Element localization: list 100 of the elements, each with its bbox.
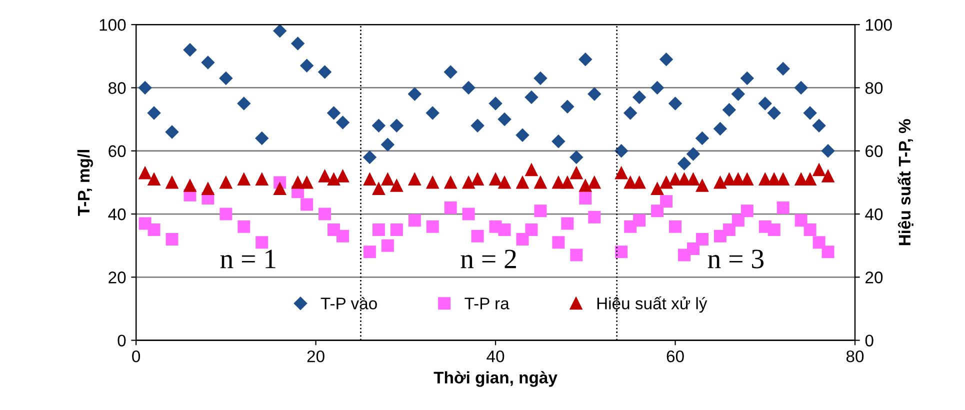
legend-label: T-P vào — [320, 296, 377, 310]
point — [578, 52, 592, 66]
point — [274, 182, 286, 196]
point — [372, 224, 385, 236]
point — [776, 201, 790, 214]
point — [588, 210, 601, 224]
point — [624, 106, 637, 120]
point — [381, 173, 394, 186]
point — [336, 116, 350, 130]
point — [462, 176, 475, 189]
point — [273, 24, 286, 38]
point — [336, 230, 350, 242]
point — [570, 150, 583, 164]
y2-tick-label: 20 — [866, 272, 883, 284]
point — [732, 87, 745, 101]
point — [426, 220, 439, 233]
point — [524, 90, 538, 104]
point — [561, 176, 574, 189]
point — [166, 176, 178, 189]
x-tick-label: 40 — [486, 350, 504, 362]
point — [678, 156, 691, 170]
point — [722, 224, 736, 236]
y2-tick-label: 100 — [866, 19, 892, 31]
point — [237, 96, 250, 110]
point — [722, 103, 736, 116]
point — [570, 166, 583, 180]
point — [256, 173, 268, 186]
point — [363, 173, 376, 186]
point — [812, 119, 826, 132]
point — [372, 182, 385, 196]
point — [803, 106, 817, 120]
point — [696, 179, 708, 192]
point — [363, 246, 376, 258]
point — [292, 176, 304, 189]
point — [390, 179, 403, 192]
point — [363, 150, 376, 164]
point — [758, 173, 772, 186]
x-tick-label: 60 — [666, 350, 684, 362]
point — [768, 224, 780, 236]
point — [148, 224, 160, 236]
y-tick-label: 100 — [100, 19, 126, 31]
point — [722, 173, 736, 186]
point — [633, 176, 646, 189]
point — [714, 122, 727, 136]
point — [372, 119, 386, 132]
point — [165, 125, 179, 139]
legend-label: T-P ra — [464, 298, 510, 310]
point — [390, 224, 403, 236]
point — [552, 236, 565, 249]
point — [219, 72, 233, 85]
point — [408, 214, 421, 227]
point — [669, 220, 682, 233]
point — [534, 204, 547, 218]
point — [516, 128, 530, 142]
point — [633, 214, 646, 227]
point — [498, 224, 511, 236]
point — [804, 224, 816, 236]
point — [462, 208, 475, 220]
point — [794, 214, 808, 227]
point — [444, 201, 457, 214]
y-tick-label: 20 — [108, 272, 126, 284]
point — [444, 176, 457, 189]
point — [794, 81, 808, 94]
point — [470, 119, 484, 132]
point — [534, 176, 547, 189]
point — [650, 81, 664, 94]
point — [184, 179, 196, 192]
point — [812, 236, 826, 249]
point — [588, 176, 601, 189]
point — [660, 195, 673, 208]
point — [668, 96, 682, 110]
point — [327, 106, 340, 120]
point — [408, 87, 422, 101]
y2-tick-label: 80 — [865, 82, 883, 94]
point — [220, 208, 232, 220]
point — [300, 198, 314, 211]
point — [525, 164, 538, 176]
point — [202, 182, 214, 196]
point — [732, 214, 744, 227]
annotation: n = 2 — [460, 250, 516, 268]
legend-label: Hiệu suất xử lý — [597, 296, 708, 313]
point — [256, 236, 268, 249]
point — [686, 242, 700, 255]
y-axis-title: T-P, mg/l — [77, 150, 93, 216]
point — [238, 173, 250, 186]
point — [426, 176, 439, 189]
point — [148, 173, 160, 186]
annotation: n = 1 — [220, 250, 276, 268]
y-tick-label: 0 — [118, 334, 126, 347]
point — [624, 176, 637, 189]
point — [614, 144, 628, 158]
point — [462, 81, 476, 94]
point — [238, 220, 250, 233]
point — [318, 208, 332, 220]
point — [696, 132, 709, 145]
x-tick-label: 80 — [846, 350, 864, 362]
point — [498, 112, 512, 126]
point — [300, 176, 314, 189]
point — [740, 204, 754, 218]
y-tick-label: 40 — [108, 208, 126, 220]
